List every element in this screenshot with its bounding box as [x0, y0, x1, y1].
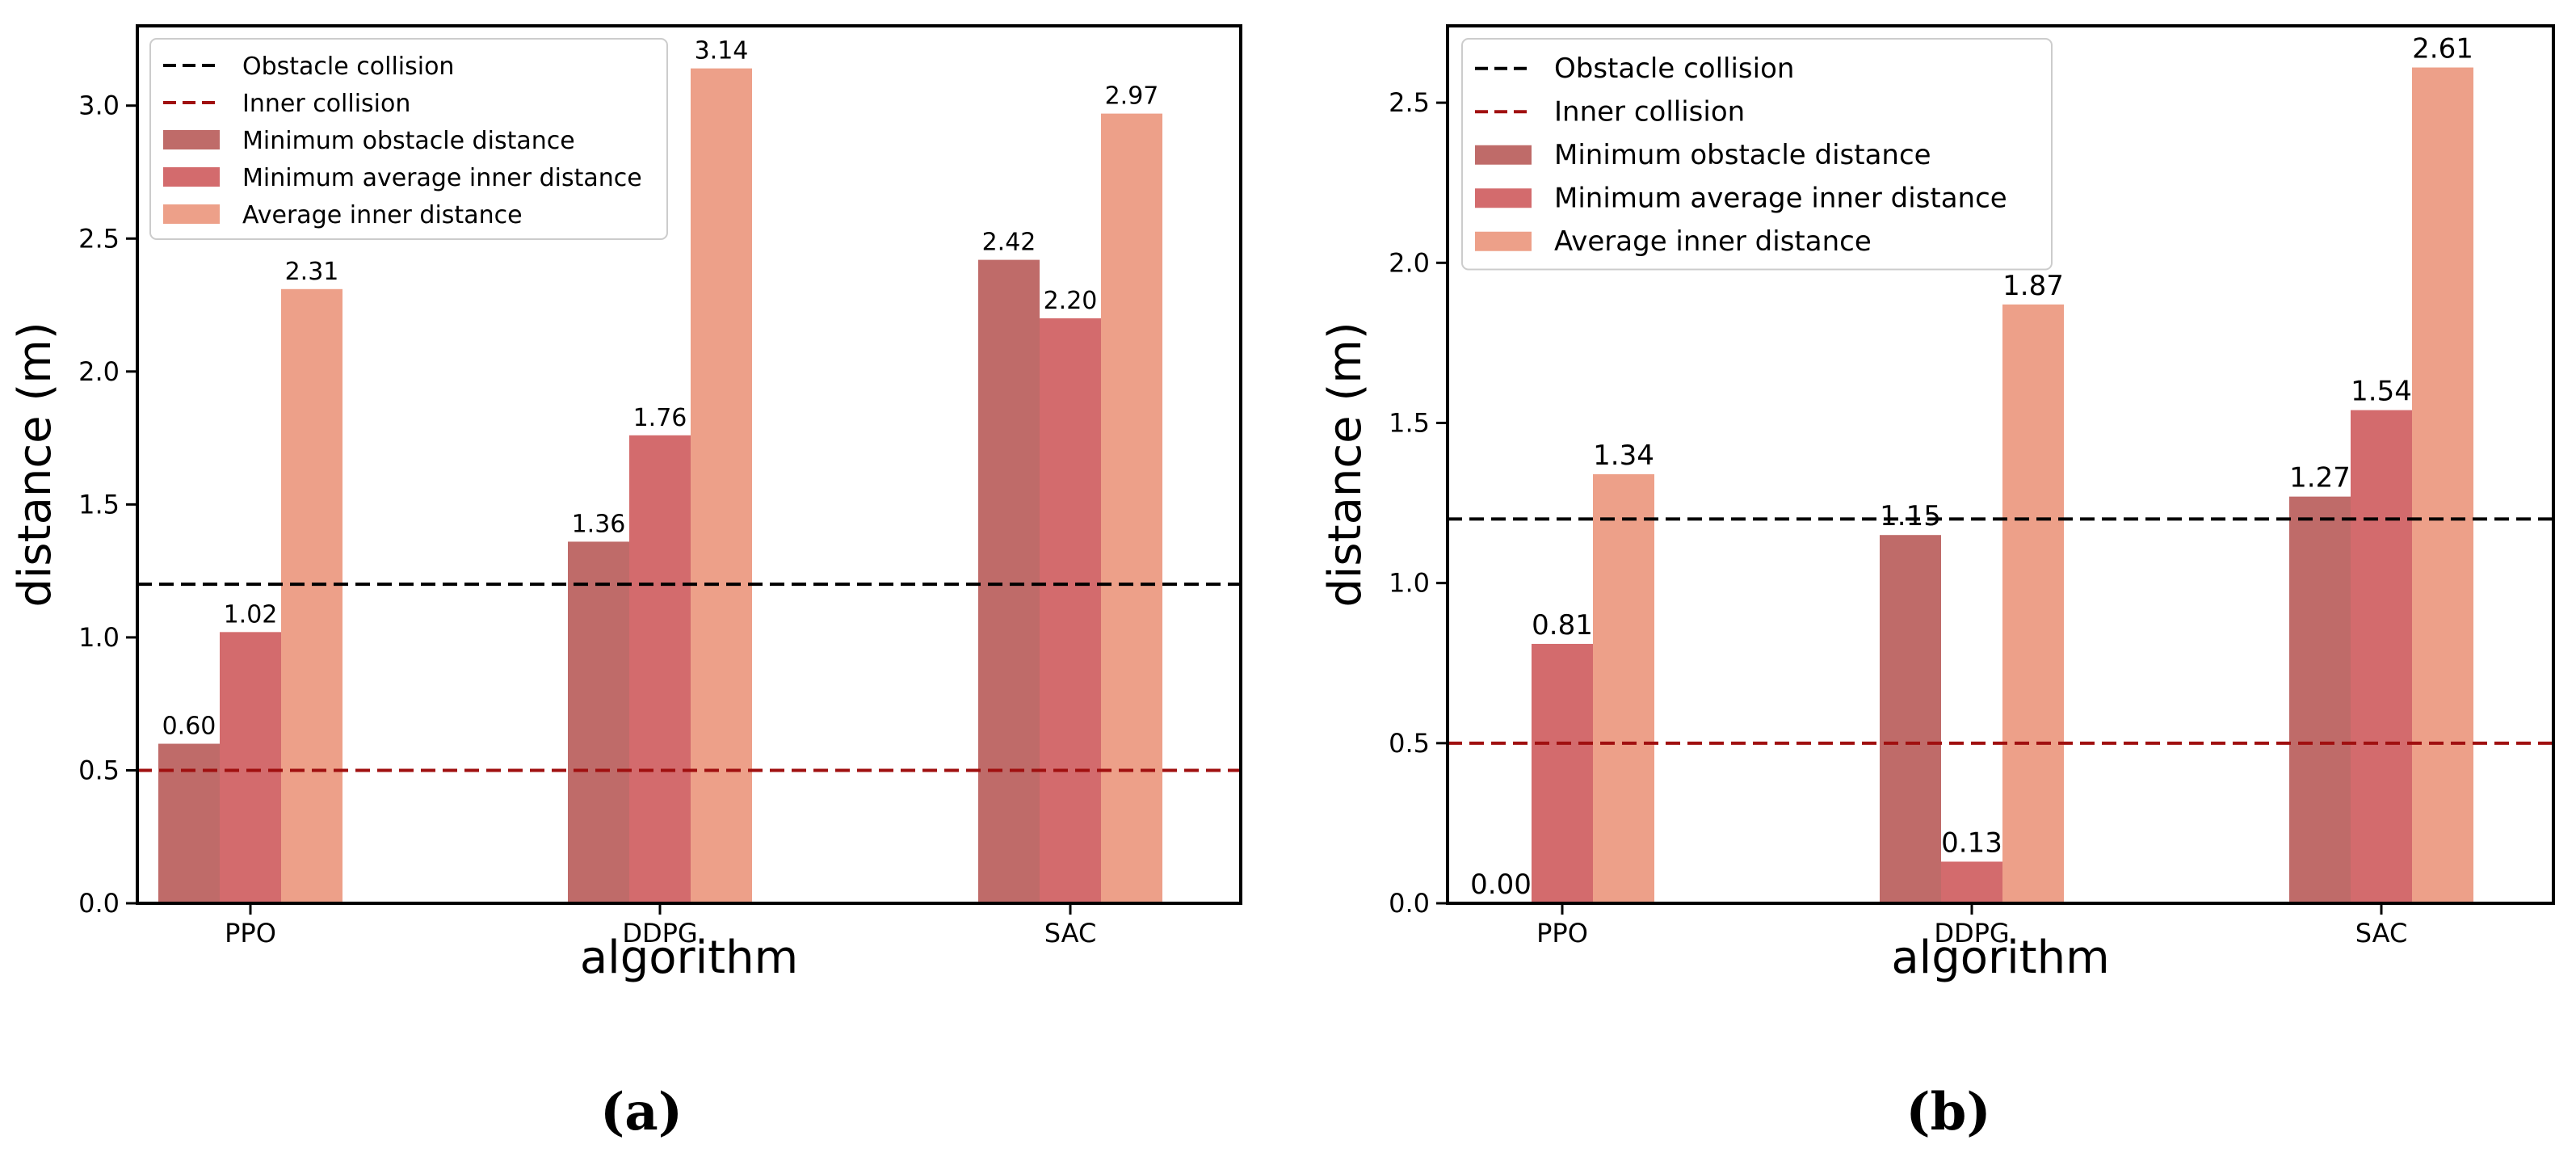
bar-value-label: 2.61: [2412, 33, 2473, 65]
bar: [1040, 318, 1101, 903]
legend-color-swatch: [163, 167, 220, 187]
bar-value-label: 2.31: [285, 258, 339, 286]
bar: [978, 259, 1040, 904]
y-tick-label: 2.0: [78, 356, 120, 387]
x-axis-title: algorithm: [580, 932, 798, 984]
legend-label: Minimum obstacle distance: [1554, 139, 1931, 171]
x-axis-title: algorithm: [1891, 932, 2109, 984]
y-tick-label: 0.0: [1389, 888, 1430, 919]
bar-value-label: 0.00: [1470, 869, 1532, 901]
bar: [1593, 473, 1654, 903]
y-tick-label: 2.0: [1389, 247, 1430, 278]
bar-value-label: 3.14: [695, 37, 749, 65]
x-tick-label: PPO: [1536, 918, 1588, 949]
bar: [2289, 496, 2351, 903]
bar-value-label: 1.76: [633, 404, 687, 432]
legend-color-swatch: [163, 204, 220, 224]
y-axis-title: distance (m): [9, 322, 61, 607]
bar: [281, 288, 342, 903]
y-tick-label: 1.0: [1389, 568, 1430, 599]
bar-value-label: 1.87: [2002, 270, 2064, 302]
bar: [158, 743, 220, 903]
chart-panel-b: 0.00 1.15 1.27 0.81 0.13 1.54 1.34 1.87 2.61 0.0 0…: [1319, 24, 2555, 1142]
bar: [2002, 304, 2064, 903]
legend-label: Average inner distance: [242, 201, 523, 229]
y-tick-label: 1.5: [1389, 407, 1430, 438]
y-tick-label: 2.5: [1389, 87, 1430, 118]
legend-color-swatch: [163, 130, 220, 149]
legend-box: [1461, 38, 2053, 271]
legend-label: Average inner distance: [1554, 225, 1872, 258]
bar-value-label: 1.34: [1593, 440, 1654, 472]
bar: [568, 541, 629, 903]
bar-value-label: 0.60: [162, 713, 216, 741]
y-tick-label: 0.5: [1389, 728, 1430, 759]
y-axis-title: distance (m): [1319, 322, 1372, 607]
panel-label: (a): [600, 1082, 683, 1142]
y-tick-label: 1.5: [78, 489, 120, 520]
panel-label: (b): [1906, 1082, 1990, 1142]
bar-value-label: 1.15: [1880, 500, 1941, 532]
bar-value-label: 0.13: [1941, 827, 2002, 859]
y-tick-label: 3.0: [78, 90, 120, 121]
bar: [1532, 643, 1593, 903]
bar: [2351, 410, 2412, 903]
x-tick-label: DDPG: [622, 918, 697, 949]
legend-color-swatch: [1475, 145, 1532, 165]
bar-value-label: 2.20: [1044, 287, 1098, 315]
x-tick-label: SAC: [1044, 918, 1097, 949]
bar-value-label: 1.54: [2351, 376, 2412, 408]
bar-value-label: 2.97: [1105, 82, 1159, 111]
bar: [1101, 113, 1162, 904]
legend-label: Inner collision: [242, 90, 410, 118]
legend-label: Obstacle collision: [242, 53, 454, 81]
x-tick-label: DDPG: [1934, 918, 2009, 949]
bar-value-label: 1.27: [2289, 462, 2351, 494]
x-tick-label: PPO: [225, 918, 276, 949]
bar-value-label: 1.02: [224, 600, 278, 629]
plot-frame: [1446, 24, 2555, 905]
legend-color-swatch: [1475, 188, 1532, 208]
legend-label: Minimum average inner distance: [242, 164, 642, 192]
x-tick-label: SAC: [2355, 918, 2408, 949]
bar: [2412, 67, 2473, 904]
bar-value-label: 2.42: [982, 229, 1036, 257]
bar-value-label: 0.81: [1532, 609, 1593, 641]
chart-panel-a: 0.60 1.36 2.42 1.02 1.76 2.20 2.31 3.14 2.97 0.0 0…: [9, 24, 1242, 1142]
plot-frame: [136, 24, 1242, 905]
bar: [1941, 861, 2002, 903]
legend-box: [149, 38, 668, 240]
bar: [220, 632, 281, 903]
bar-value-label: 1.36: [572, 510, 626, 538]
legend-label: Minimum obstacle distance: [242, 127, 575, 155]
y-tick-label: 2.5: [78, 223, 120, 254]
legend-label: Minimum average inner distance: [1554, 182, 2007, 214]
legend-label: Inner collision: [1554, 95, 1745, 128]
y-tick-label: 1.0: [78, 622, 120, 653]
y-tick-label: 0.0: [78, 888, 120, 919]
legend-label: Obstacle collision: [1554, 53, 1794, 85]
bar: [629, 435, 691, 903]
bar: [691, 68, 752, 904]
legend-color-swatch: [1475, 231, 1532, 251]
bar: [1880, 535, 1941, 903]
y-tick-label: 0.5: [78, 755, 120, 785]
